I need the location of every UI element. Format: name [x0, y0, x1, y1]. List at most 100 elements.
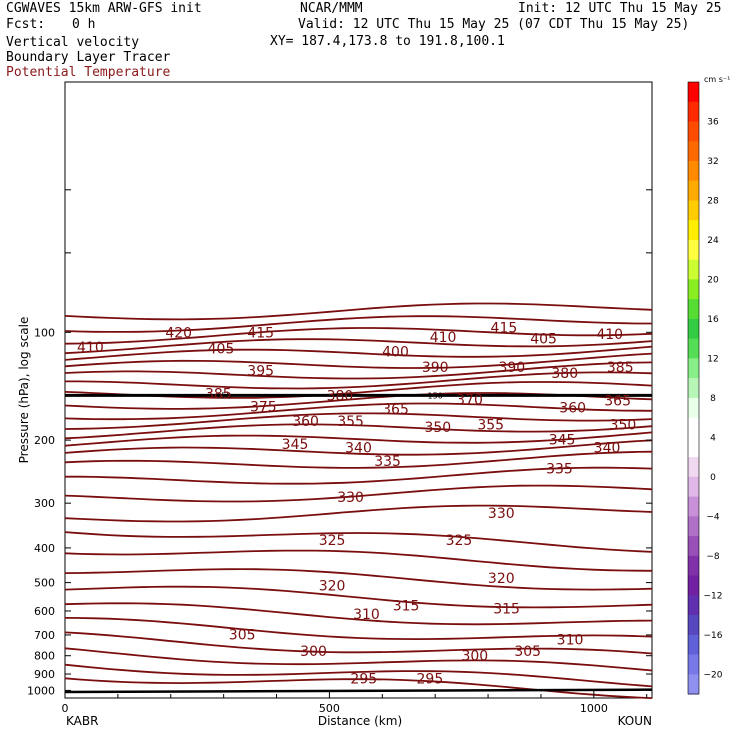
org-label: NCAR/MMM	[300, 1, 363, 16]
theta-contour-line	[64, 345, 653, 361]
contour-label: 310	[353, 607, 380, 623]
contour-label: 410	[596, 327, 623, 343]
x-axis-label: Distance (km)	[318, 714, 402, 728]
contour-label: 340	[594, 441, 621, 457]
theta-contour-line	[64, 602, 653, 626]
ground-line	[64, 688, 653, 694]
fcst-value: 0 h	[72, 17, 96, 32]
theta-contour-line	[64, 549, 653, 572]
theta-contour-line	[64, 677, 653, 699]
colorbar-swatch	[688, 516, 699, 537]
right-endpoint-label: KOUN	[618, 714, 652, 728]
y-tick-label: 900	[34, 668, 55, 681]
colorbar-label: 0	[710, 473, 716, 483]
contour-label: 355	[477, 418, 504, 434]
theta-contours: 150 150	[64, 302, 653, 699]
colorbar-label: 28	[707, 196, 719, 206]
contour-label: 310	[557, 632, 584, 648]
colorbar-swatch	[688, 299, 699, 320]
theta-contour-line	[64, 484, 653, 503]
theta-contour-line	[65, 466, 653, 485]
contour-label: 385	[607, 360, 634, 376]
contour-label: 305	[229, 627, 256, 643]
contour-label: 400	[382, 344, 409, 360]
colorbar-swatch	[688, 121, 699, 142]
colorbar-label: 36	[707, 117, 719, 127]
colorbar-swatch	[688, 634, 699, 656]
theta-contour-line	[64, 338, 653, 355]
vertical-velocity-colorbar: 36 32 28 24 20 16 12 8 4 0 −4 −8 −12 −16 −20	[687, 81, 723, 695]
contour-label: 420	[165, 325, 192, 341]
y-axis-label: Pressure (hPa), log scale	[17, 317, 31, 464]
theta-contour-line	[64, 431, 653, 447]
model-title: CGWAVES 15km ARW-GFS init	[6, 1, 202, 16]
contour-label: 350	[610, 418, 637, 434]
theta-contour-line	[64, 402, 653, 421]
contour-label: 355	[337, 414, 364, 430]
theta-contour-line	[64, 352, 653, 369]
colorbar-swatch	[688, 674, 699, 695]
contour-label: 405	[208, 342, 235, 358]
colorbar-swatch	[688, 239, 699, 261]
colorbar-label: 4	[710, 433, 716, 443]
contour-label: 295	[417, 671, 444, 687]
colorbar-swatch	[688, 397, 699, 419]
theta-contour-line	[64, 631, 653, 655]
contour-label: 365	[382, 402, 409, 418]
colorbar-swatch	[688, 654, 699, 675]
field-vertical-velocity: Vertical velocity	[6, 35, 140, 50]
contour-label: 385	[205, 386, 232, 402]
contour-label: 335	[546, 461, 573, 477]
contour-label: 335	[374, 454, 401, 470]
contour-label: 390	[422, 360, 449, 376]
colorbar-swatch	[688, 279, 699, 300]
colorbar-frame	[687, 81, 700, 695]
valid-time: Valid: 12 UTC Thu 15 May 25 (07 CDT Thu …	[298, 17, 690, 32]
x-tick-label: 0	[62, 702, 69, 715]
colorbar-label: 12	[707, 354, 718, 364]
contour-label: 345	[282, 437, 309, 453]
colorbar-swatch	[688, 180, 699, 201]
init-time: Init: 12 UTC Thu 15 May 25	[518, 1, 722, 16]
theta-contour-line	[64, 568, 653, 591]
colorbar-label: −8	[706, 552, 720, 562]
colorbar-swatch	[688, 220, 699, 241]
contour-label: 350	[424, 420, 451, 436]
colorbar-swatch	[688, 141, 699, 162]
contour-label: 380	[327, 388, 354, 404]
colorbar-swatch	[688, 101, 699, 122]
contour-label: 375	[250, 399, 277, 415]
contour-label: 300	[461, 649, 488, 665]
contour-label: 370	[456, 392, 483, 408]
contour-label: 380	[551, 366, 578, 382]
fcst-label: Fcst:	[6, 17, 46, 32]
contour-label: 320	[488, 571, 515, 587]
contour-label: 320	[319, 579, 346, 595]
colorbar-swatch	[688, 358, 699, 379]
contour-label: 410	[77, 340, 104, 356]
colorbar-label: 24	[707, 236, 719, 246]
y-axis: 100 200 300 400 500 600 700 800 900 1000	[27, 189, 652, 697]
theta-contour-line	[64, 423, 653, 440]
colorbar-label: −20	[704, 670, 723, 680]
theta-contour-line	[64, 302, 653, 321]
colorbar-swatch	[688, 259, 699, 280]
colorbar-label: 8	[710, 394, 716, 404]
bold-line-label: 150	[428, 391, 443, 400]
colorbar-label: −12	[704, 591, 723, 601]
colorbar-label: 32	[707, 157, 718, 167]
contour-label: 360	[559, 400, 586, 416]
x-tick-label: 1000	[580, 702, 608, 715]
colorbar-swatch	[688, 496, 699, 517]
colorbar-label: −4	[706, 512, 720, 522]
contour-label: 315	[493, 601, 520, 617]
cross-section-xy: XY= 187.4,173.8 to 191.8,100.1	[270, 34, 505, 49]
theta-contour-line	[64, 315, 652, 333]
theta-contour-line	[64, 585, 653, 609]
contour-label: 390	[498, 360, 525, 376]
y-tick-label: 500	[34, 577, 55, 590]
y-tick-label: 800	[34, 650, 55, 663]
theta-contour-line	[64, 327, 653, 345]
colorbar-swatch	[688, 417, 699, 438]
